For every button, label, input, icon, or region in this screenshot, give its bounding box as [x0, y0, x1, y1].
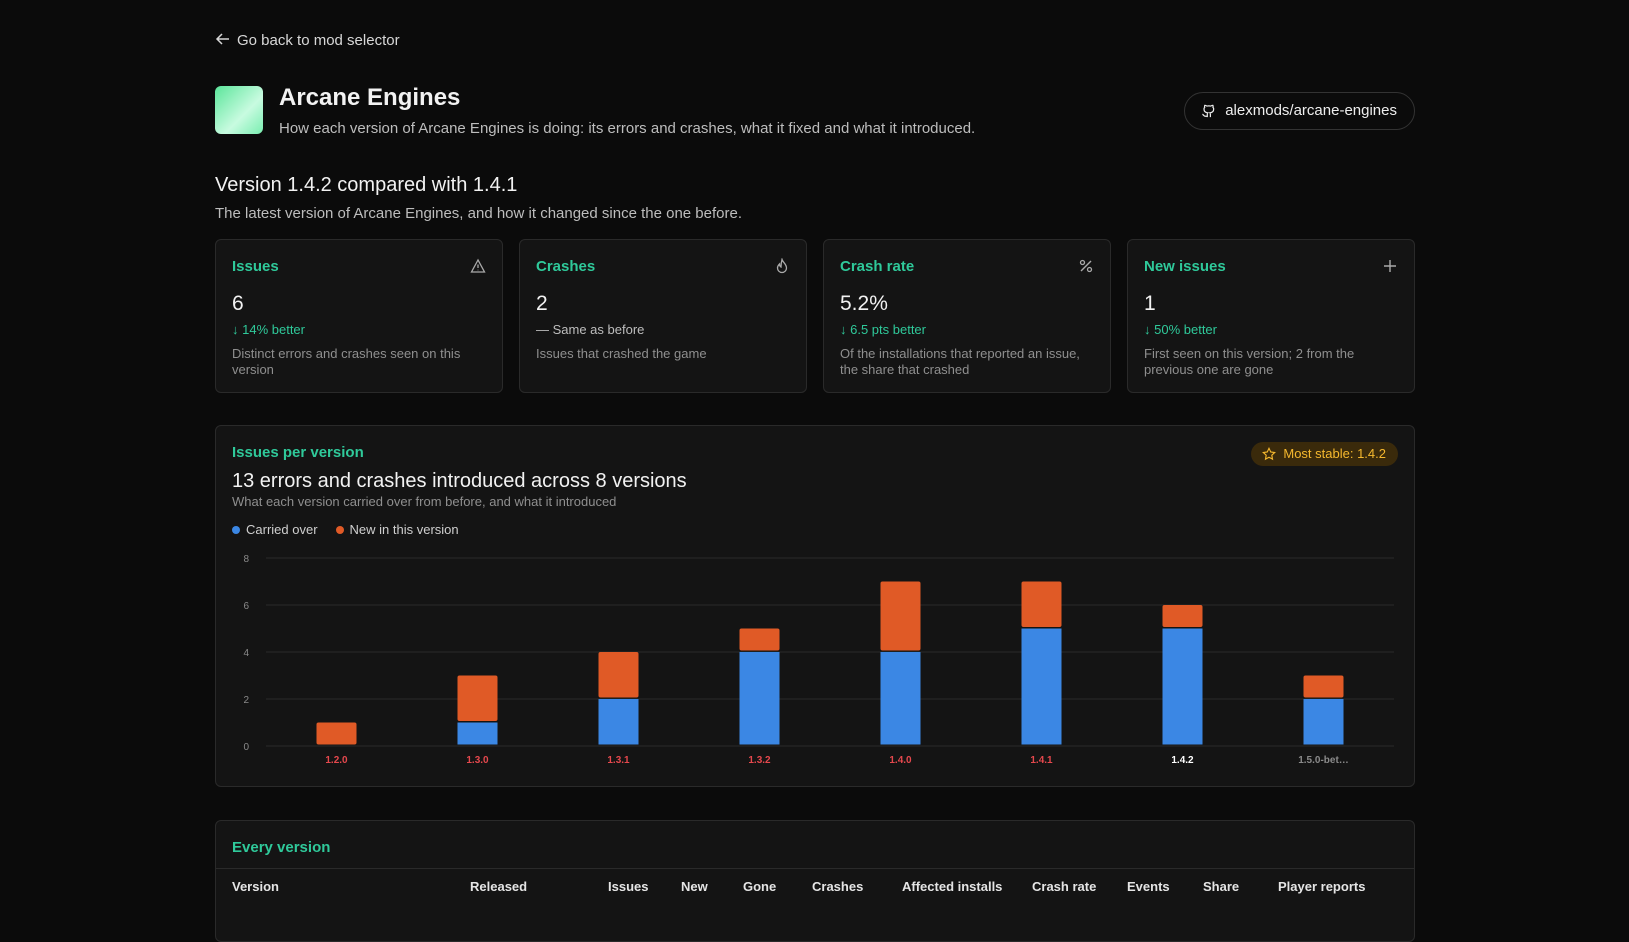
table-header: Released — [470, 879, 528, 894]
bar-segment — [880, 581, 921, 651]
card-value: 2 — [536, 292, 548, 315]
bar-segment — [739, 628, 780, 651]
bar-segment — [598, 699, 639, 745]
table-header: Gone — [743, 879, 777, 894]
chart-subtitle: What each version carried over from befo… — [232, 494, 617, 509]
card-note: Distinct errors and crashes seen on this… — [232, 346, 461, 377]
card-delta: — Same as before — [536, 322, 645, 337]
legend-item: New in this version — [335, 522, 459, 537]
github-icon — [1202, 104, 1215, 118]
x-tick-label: 1.3.0 — [466, 755, 489, 766]
stability-badge: Most stable: 1.4.2 — [1251, 442, 1398, 466]
y-tick-label: 2 — [243, 695, 249, 706]
chart-panel: Issues per version Most stable: 1.4.2 13… — [215, 425, 1415, 787]
card-note: First seen on this version; 2 from the p… — [1144, 346, 1355, 377]
stat-card: Crashes 2 — Same as before Issues that c… — [519, 239, 807, 393]
back-link[interactable]: Go back to mod selector — [215, 32, 400, 49]
table-panel: Every version Version Released Issues New Go… — [215, 820, 1415, 942]
bar-segment — [739, 652, 780, 745]
comparison-title: Version 1.4.2 compared with 1.4.1 — [215, 174, 518, 196]
y-tick-label: 4 — [243, 648, 249, 659]
y-tick-label: 6 — [243, 601, 249, 612]
table-header: Crash rate — [1032, 879, 1097, 894]
card-label: New issues — [1144, 258, 1226, 275]
star-icon — [1262, 447, 1277, 461]
card-label: Issues — [232, 258, 279, 275]
card-delta: ↓ 50% better — [1144, 322, 1217, 337]
y-tick-label: 0 — [243, 742, 249, 753]
chart-title: 13 errors and crashes introduced across … — [232, 470, 687, 492]
mod-logo — [215, 86, 263, 134]
x-tick-label: 1.5.0-bet… — [1298, 755, 1349, 766]
y-tick-label: 8 — [243, 554, 249, 565]
legend-label: New in this version — [349, 522, 459, 537]
back-text: Go back to mod selector — [237, 32, 400, 49]
x-tick-label: 1.2.0 — [325, 755, 348, 766]
table-header: Version — [232, 879, 279, 894]
comparison-subtitle: The latest version of Arcane Engines, an… — [215, 205, 743, 222]
legend-label: Carried over — [246, 522, 318, 537]
card-value: 1 — [1144, 292, 1156, 315]
stat-card: Issues 6 ↓ 14% better Distinct errors an… — [215, 239, 503, 393]
table-header: Player reports — [1278, 879, 1366, 894]
legend-item: Carried over — [232, 522, 318, 537]
card-label: Crash rate — [840, 258, 915, 275]
legend-swatch — [335, 526, 344, 534]
table-title: Every version — [232, 839, 331, 856]
repo-button[interactable]: alexmods/arcane-engines — [1184, 92, 1415, 130]
card-label: Crashes — [536, 258, 596, 275]
card-note: Of the installations that reported an is… — [840, 346, 1080, 377]
card-value: 5.2% — [840, 292, 888, 315]
bar-segment — [1162, 605, 1203, 627]
badge-text: Most stable: 1.4.2 — [1283, 446, 1386, 461]
bar-segment — [1303, 699, 1344, 745]
bar-segment — [457, 722, 498, 745]
repo-text: alexmods/arcane-engines — [1225, 102, 1397, 119]
card-value: 6 — [232, 292, 244, 315]
card-note: Issues that crashed the game — [536, 346, 707, 361]
bar-segment — [1021, 581, 1062, 627]
body: Go back to mod selector Arcane Engines H… — [215, 32, 1415, 942]
bar-segment — [880, 652, 921, 745]
bar-segment — [1162, 628, 1203, 745]
bar-segment — [316, 722, 357, 745]
table-header: New — [681, 879, 708, 894]
bar-segment — [1021, 628, 1062, 745]
mod-subtitle: How each version of Arcane Engines is do… — [279, 120, 976, 137]
warning-icon — [470, 258, 486, 273]
x-tick-label: 1.3.2 — [748, 755, 771, 766]
x-tick-label: 1.4.2 — [1171, 755, 1194, 766]
flame-icon — [776, 258, 788, 274]
table-divider — [216, 868, 1414, 869]
legend-swatch — [232, 526, 240, 534]
mod-title: Arcane Engines — [279, 84, 461, 111]
card-delta: ↓ 6.5 pts better — [840, 322, 926, 337]
bar-segment — [598, 652, 639, 698]
chart: 0 2 4 6 8 1.2.0 1.3.0 1.3.1 1.3.2 1.4.0 1.4.1 1.4.2… — [243, 554, 1394, 766]
bar-segment — [1303, 675, 1344, 698]
plus-icon — [1384, 260, 1396, 272]
table-header: Share — [1203, 879, 1240, 894]
card-delta: ↓ 14% better — [232, 322, 305, 337]
x-tick-label: 1.4.0 — [889, 755, 912, 766]
stat-card: New issues 1 ↓ 50% better First seen on … — [1127, 239, 1415, 393]
bar-segment — [457, 675, 498, 721]
arrow-icon — [215, 33, 229, 45]
page: Arcane Engines {"back_link":"Go back to … — [215, 32, 1415, 942]
percent-icon — [1079, 259, 1093, 273]
table-header: Issues — [608, 879, 649, 894]
table-header: Affected installs — [902, 879, 1003, 894]
legend: Carried over New in this version — [232, 522, 459, 537]
table-header: Crashes — [812, 879, 864, 894]
table-header: Events — [1127, 879, 1170, 894]
stat-card: Crash rate 5.2% ↓ 6.5 pts better Of the … — [823, 239, 1111, 393]
x-tick-label: 1.4.1 — [1030, 755, 1053, 766]
panel-eyebrow: Issues per version — [232, 444, 364, 461]
x-tick-label: 1.3.1 — [607, 755, 630, 766]
